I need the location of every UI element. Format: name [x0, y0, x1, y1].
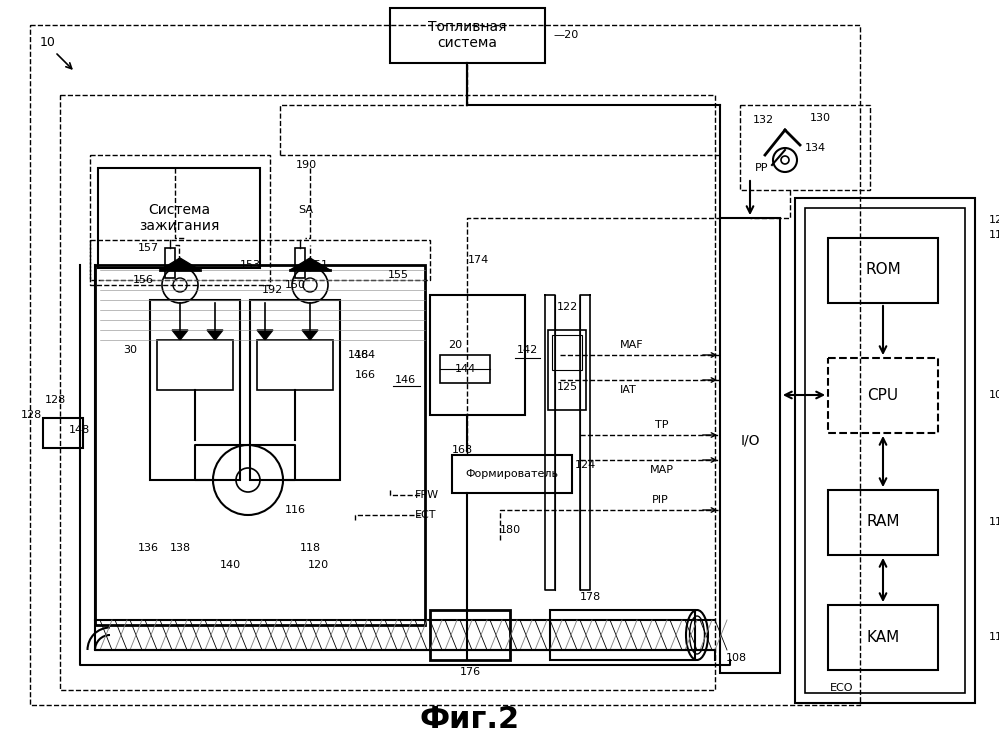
Text: 116: 116 — [285, 505, 306, 515]
Bar — [795, 198, 975, 703]
Text: 178: 178 — [579, 592, 600, 602]
Bar — [805, 208, 965, 693]
Bar — [430, 295, 525, 415]
Bar — [43, 418, 83, 448]
Bar — [257, 340, 333, 390]
Bar — [720, 218, 780, 673]
Text: 166: 166 — [355, 370, 376, 380]
Text: ECT: ECT — [415, 510, 437, 520]
Text: RAM: RAM — [866, 515, 900, 530]
Text: 110: 110 — [989, 230, 999, 240]
Text: IAT: IAT — [620, 385, 636, 395]
Text: 155: 155 — [388, 270, 409, 280]
Bar — [828, 605, 938, 670]
Text: FPW: FPW — [415, 490, 440, 500]
Bar — [95, 265, 425, 625]
Text: 10: 10 — [40, 36, 56, 48]
Text: 134: 134 — [804, 143, 825, 153]
Bar — [548, 330, 586, 410]
Text: 153: 153 — [240, 260, 261, 270]
Bar — [90, 155, 270, 285]
Bar — [150, 300, 240, 480]
Text: Система
зажигания: Система зажигания — [139, 203, 219, 233]
Text: 20: 20 — [448, 340, 463, 350]
Text: 151: 151 — [308, 260, 329, 270]
Text: 124: 124 — [574, 460, 595, 470]
Text: 144: 144 — [455, 364, 476, 374]
Bar — [440, 355, 490, 383]
Text: 130: 130 — [809, 113, 830, 123]
Text: Фиг.2: Фиг.2 — [420, 706, 520, 735]
Bar — [828, 238, 938, 303]
Text: TP: TP — [655, 420, 668, 430]
Polygon shape — [290, 258, 330, 270]
Text: 120: 120 — [308, 560, 329, 570]
Text: 138: 138 — [170, 543, 191, 553]
Text: 12: 12 — [989, 215, 999, 225]
Text: 190: 190 — [296, 160, 317, 170]
Bar — [430, 610, 510, 660]
Bar — [295, 248, 305, 278]
Text: 150: 150 — [285, 280, 306, 290]
Text: 136: 136 — [138, 543, 159, 553]
Bar — [90, 240, 430, 280]
Text: 112: 112 — [989, 517, 999, 527]
Bar — [740, 105, 870, 190]
Text: 118: 118 — [300, 543, 321, 553]
Text: 176: 176 — [460, 667, 481, 677]
Text: PIP: PIP — [652, 495, 668, 505]
Bar — [98, 168, 260, 268]
Text: 157: 157 — [138, 243, 159, 253]
Text: 106: 106 — [989, 390, 999, 400]
Bar — [828, 358, 938, 433]
Text: 148: 148 — [69, 425, 90, 435]
Text: 148: 148 — [348, 350, 369, 360]
Polygon shape — [172, 330, 188, 340]
Bar — [390, 8, 545, 63]
Text: 146: 146 — [395, 375, 416, 385]
Text: 128: 128 — [44, 395, 66, 405]
Text: I/O: I/O — [740, 433, 760, 447]
Text: 168: 168 — [452, 445, 473, 455]
Text: ECO: ECO — [830, 683, 853, 693]
Bar — [452, 455, 572, 493]
Text: ROM: ROM — [865, 262, 901, 277]
Text: 192: 192 — [262, 285, 283, 295]
Polygon shape — [257, 330, 273, 340]
Text: 156: 156 — [133, 275, 154, 285]
Text: 128: 128 — [21, 410, 42, 420]
Text: 125: 125 — [556, 382, 577, 392]
Polygon shape — [207, 330, 223, 340]
Text: 132: 132 — [752, 115, 773, 125]
Bar — [30, 25, 860, 705]
Text: 174: 174 — [468, 255, 489, 265]
Bar — [250, 300, 340, 480]
Text: 142: 142 — [516, 345, 537, 355]
Text: PP: PP — [755, 163, 769, 173]
Text: CPU: CPU — [867, 387, 898, 402]
Text: 108: 108 — [726, 653, 747, 663]
Text: KAM: KAM — [866, 630, 900, 644]
Text: 164: 164 — [355, 350, 376, 360]
Text: MAF: MAF — [620, 340, 643, 350]
Bar — [828, 490, 938, 555]
Text: 180: 180 — [500, 525, 520, 535]
Text: 122: 122 — [556, 302, 577, 312]
Text: MAP: MAP — [650, 465, 674, 475]
Bar — [60, 95, 715, 690]
Bar — [552, 335, 582, 370]
Text: —20: —20 — [553, 30, 578, 40]
Text: 114: 114 — [989, 632, 999, 642]
Text: Формирователь: Формирователь — [466, 469, 558, 479]
Polygon shape — [160, 258, 200, 270]
Text: 140: 140 — [220, 560, 241, 570]
Text: Топливная
система: Топливная система — [428, 20, 506, 50]
Bar — [157, 340, 233, 390]
Text: 30: 30 — [123, 345, 137, 355]
Text: SA: SA — [298, 205, 313, 215]
Bar — [550, 610, 695, 660]
Polygon shape — [302, 330, 318, 340]
Bar — [165, 248, 175, 278]
